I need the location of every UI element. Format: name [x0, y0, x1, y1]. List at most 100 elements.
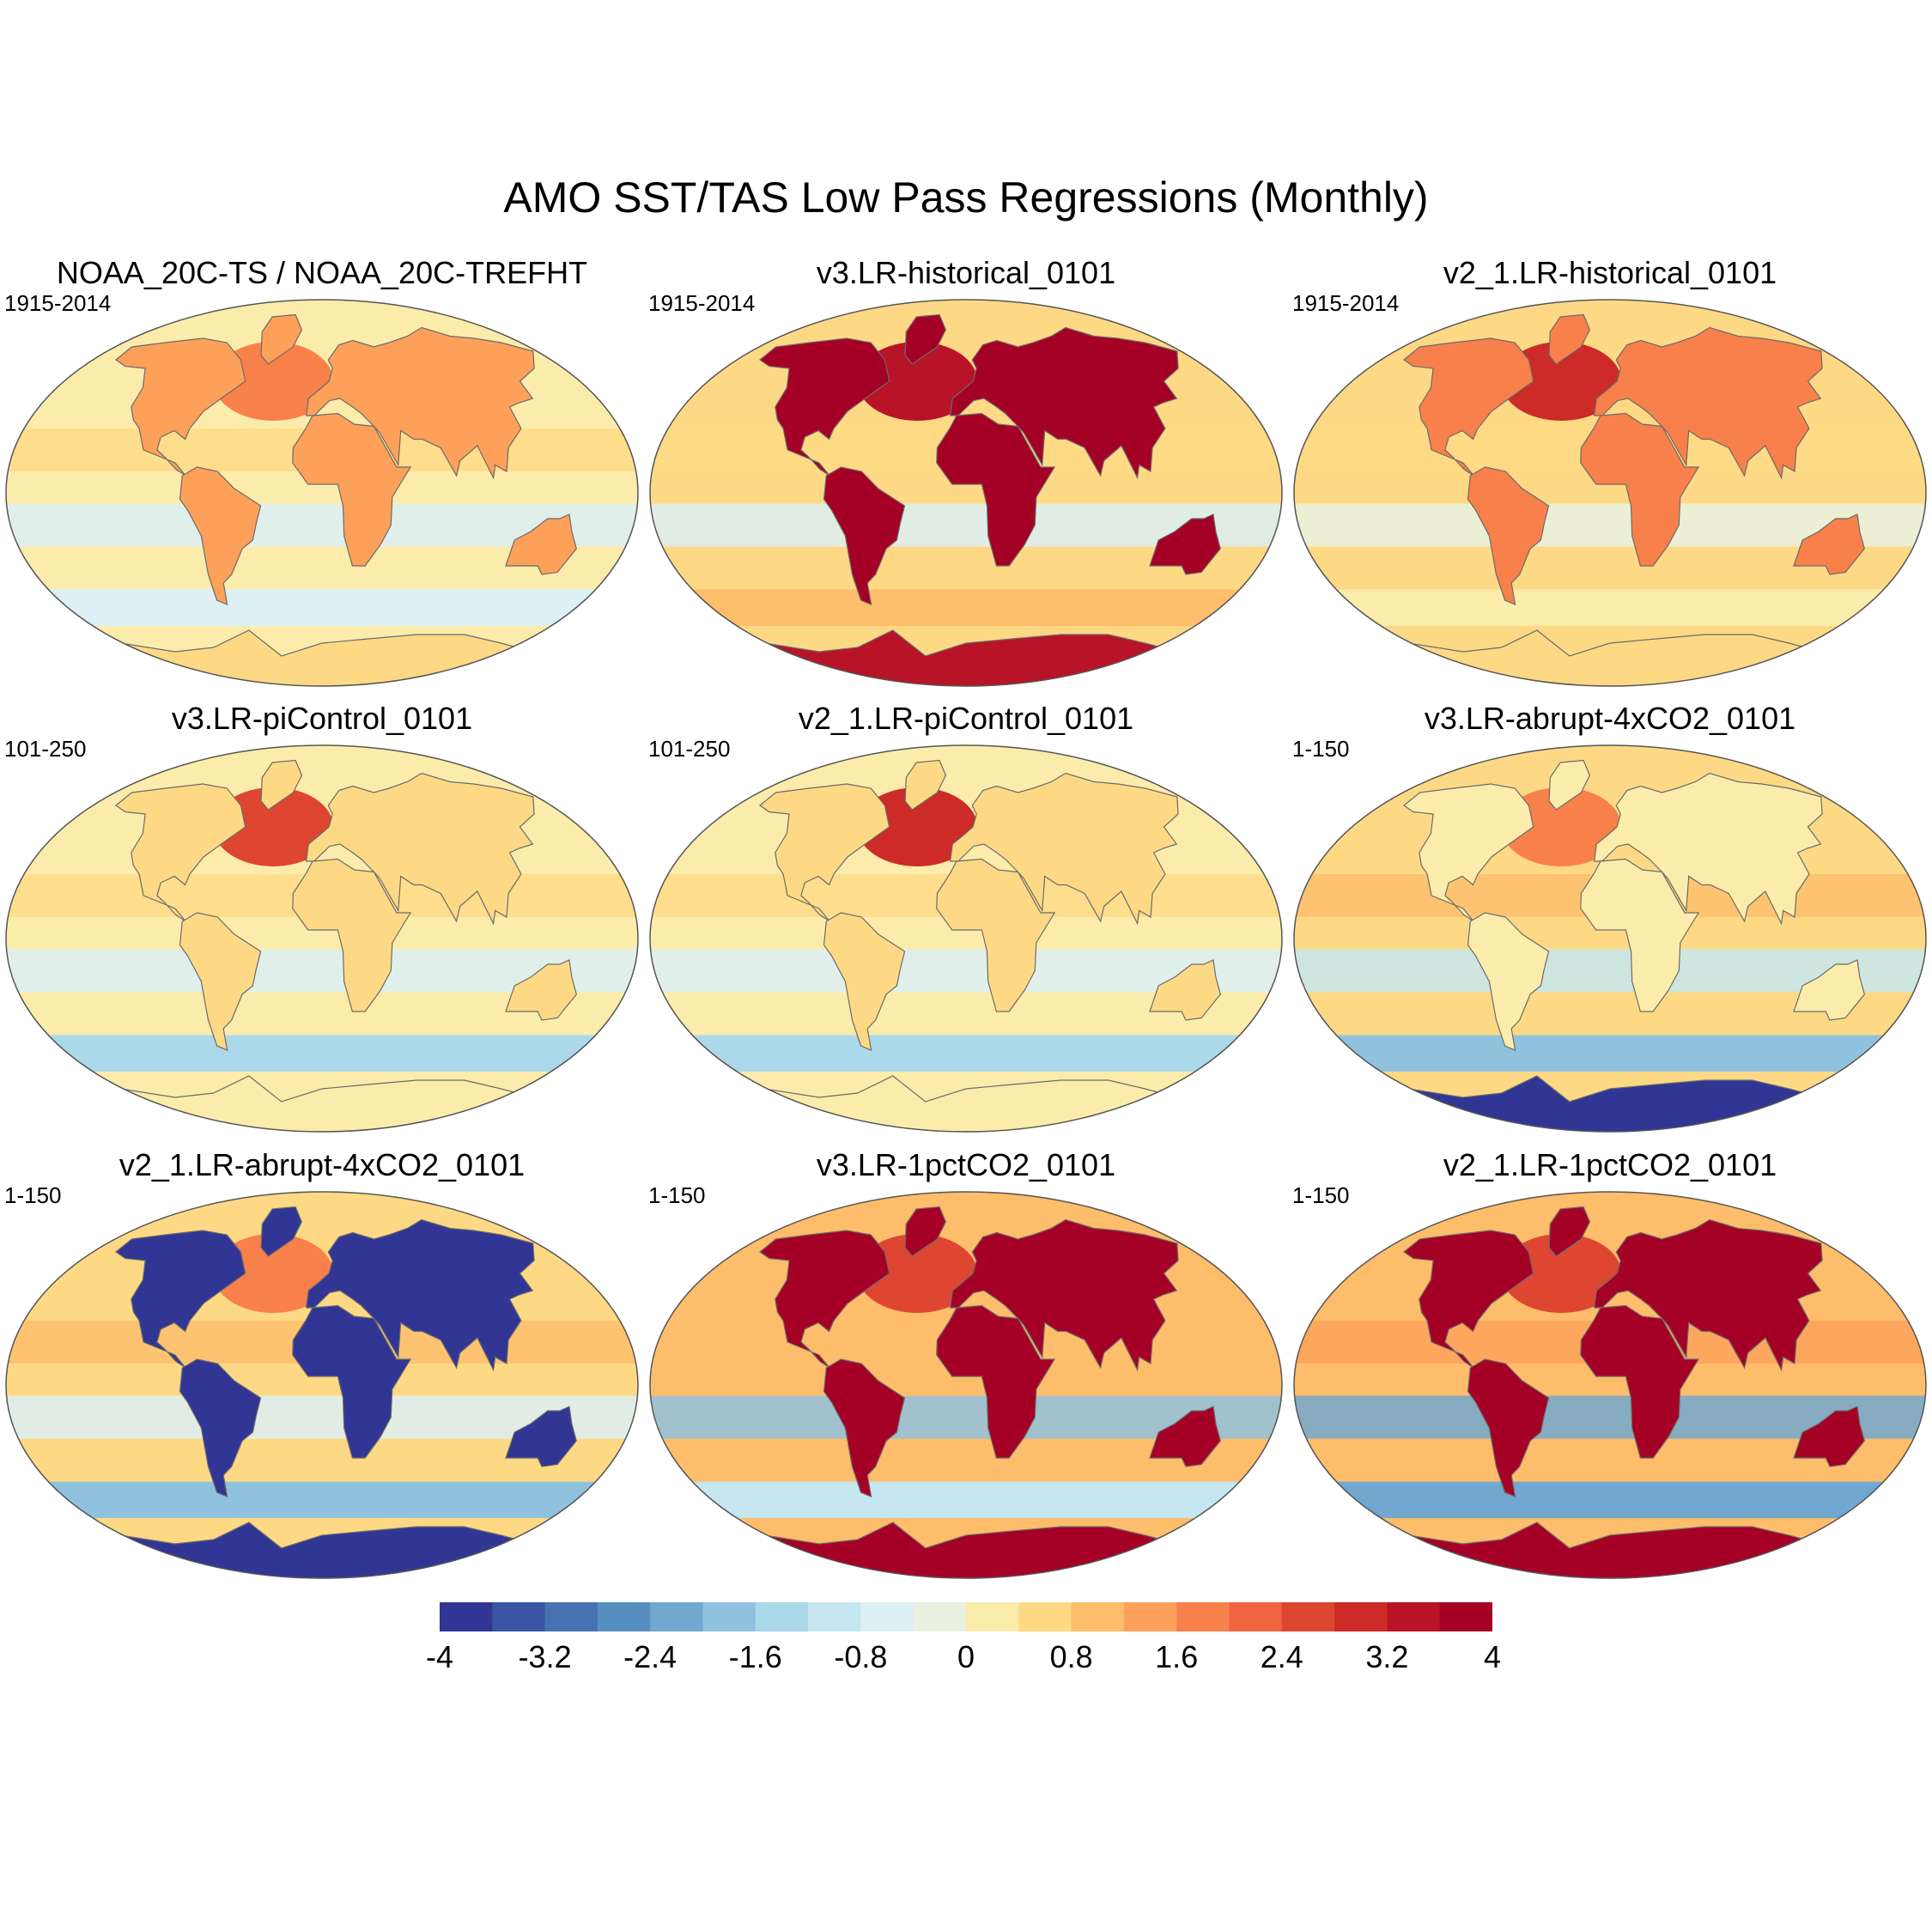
- colorbar-box: [650, 1602, 703, 1631]
- north-america-land: [759, 337, 890, 477]
- greenland-land: [1548, 759, 1591, 811]
- southern-ocean-band: [650, 1035, 1282, 1072]
- ocean-field: [1294, 300, 1926, 686]
- panel-period: 101-250: [648, 736, 731, 762]
- greenland-land: [260, 1206, 303, 1257]
- north-atlantic-anomaly: [857, 787, 978, 866]
- north-atlantic-anomaly: [213, 787, 334, 866]
- north-atlantic-anomaly: [857, 1234, 978, 1313]
- map-panel: v3.LR-piControl_0101 101-250: [4, 700, 640, 1133]
- colorbar-box: [1176, 1602, 1230, 1631]
- map-outline: [5, 299, 639, 687]
- north-america-land: [759, 783, 890, 922]
- ocean-field: [650, 745, 1282, 1132]
- map-panel: v2_1.LR-1pctCO2_0101 1-150: [1292, 1146, 1928, 1579]
- north-america-land: [115, 337, 246, 477]
- ocean-field: [1294, 745, 1926, 1132]
- map-outline: [1293, 744, 1927, 1133]
- colorbar-box: [1334, 1602, 1388, 1631]
- eurasia-land: [305, 1218, 535, 1372]
- map-outline: [1293, 299, 1927, 687]
- map-outline: [5, 744, 639, 1133]
- australia-land: [1149, 959, 1221, 1021]
- ocean-field: [6, 1192, 638, 1578]
- southern-ocean-band: [650, 1481, 1282, 1518]
- australia-land: [1793, 1406, 1865, 1467]
- panel-period: 1915-2014: [4, 290, 112, 316]
- panel-period: 1-150: [1292, 736, 1350, 762]
- australia-land: [505, 513, 577, 575]
- colorbar-tick-label: 2.4: [1260, 1639, 1303, 1674]
- africa-land: [292, 858, 412, 1012]
- regression-map: [1293, 1191, 1927, 1579]
- africa-land: [1580, 858, 1700, 1012]
- south-america-land: [1467, 912, 1550, 1051]
- map-panel: v2_1.LR-piControl_0101 101-250: [648, 700, 1284, 1133]
- colorbar-tick-label: 4: [1483, 1639, 1502, 1674]
- panel-period: 1-150: [648, 1182, 706, 1208]
- south-america-land: [179, 466, 262, 605]
- australia-land: [505, 1406, 577, 1467]
- panel-title: v3.LR-piControl_0101: [171, 701, 473, 736]
- southern-ocean-band: [650, 589, 1282, 626]
- southern-ocean-band: [1294, 589, 1926, 626]
- greenland-land: [1548, 313, 1591, 365]
- map-outline: [649, 1191, 1283, 1579]
- greenland-land: [260, 759, 303, 811]
- regression-map: [5, 299, 639, 687]
- panel-period: 1-150: [1292, 1182, 1350, 1208]
- map-outline: [649, 744, 1283, 1133]
- southern-ocean-band: [1294, 1035, 1926, 1072]
- colorbar-box: [440, 1602, 493, 1631]
- north-america-land: [759, 1230, 890, 1369]
- panel-period: 101-250: [4, 736, 87, 762]
- africa-land: [936, 412, 1056, 567]
- north-atlantic-anomaly: [213, 342, 334, 421]
- colorbar-box: [1387, 1602, 1441, 1631]
- map-panel: NOAA_20C-TS / NOAA_20C-TREFHT 1915-2014: [4, 254, 640, 687]
- southern-ocean-band: [6, 589, 638, 626]
- colorbar-box: [597, 1602, 651, 1631]
- panel-title: v3.LR-1pctCO2_0101: [816, 1147, 1116, 1182]
- south-america-land: [179, 912, 262, 1051]
- africa-land: [1580, 412, 1700, 567]
- australia-land: [1149, 513, 1221, 575]
- panel-period: 1915-2014: [648, 290, 756, 316]
- regression-map: [649, 299, 1283, 687]
- greenland-land: [904, 313, 947, 365]
- southern-ocean-band: [1294, 1481, 1926, 1518]
- colorbar-box: [1229, 1602, 1283, 1631]
- regression-map: [1293, 744, 1927, 1133]
- ocean-field: [6, 745, 638, 1132]
- colorbar-tick-label: 0: [957, 1639, 975, 1674]
- south-america-land: [823, 1358, 906, 1498]
- map-panel: v3.LR-abrupt-4xCO2_0101 1-150: [1292, 700, 1928, 1133]
- eurasia-land: [305, 326, 535, 480]
- panel-title: v2_1.LR-piControl_0101: [798, 701, 1134, 736]
- north-atlantic-anomaly: [1501, 787, 1622, 866]
- panel-title: v2_1.LR-historical_0101: [1443, 255, 1777, 290]
- map-panel: v3.LR-historical_0101 1915-2014: [648, 254, 1284, 687]
- north-america-land: [115, 783, 246, 922]
- panel-period: 1-150: [4, 1182, 62, 1208]
- colorbar-tick-label: -4: [425, 1639, 454, 1674]
- colorbar-box: [1018, 1602, 1072, 1631]
- africa-land: [292, 412, 412, 567]
- south-america-land: [179, 1358, 262, 1498]
- colorbar-tick-label: 3.2: [1365, 1639, 1409, 1674]
- colorbar-box: [1123, 1602, 1177, 1631]
- southern-ocean-band: [6, 1481, 638, 1518]
- ocean-field: [1294, 1192, 1926, 1578]
- colorbar: [440, 1602, 1492, 1631]
- panel-title: NOAA_20C-TS / NOAA_20C-TREFHT: [56, 255, 588, 290]
- map-panel: v2_1.LR-historical_0101 1915-2014: [1292, 254, 1928, 687]
- eurasia-land: [1593, 326, 1823, 480]
- colorbar-box: [913, 1602, 967, 1631]
- panel-title: v2_1.LR-1pctCO2_0101: [1443, 1147, 1777, 1182]
- australia-land: [505, 959, 577, 1021]
- regression-map: [649, 1191, 1283, 1579]
- south-america-land: [823, 912, 906, 1051]
- australia-land: [1149, 1406, 1221, 1467]
- colorbar-box: [492, 1602, 546, 1631]
- colorbar-box: [1281, 1602, 1335, 1631]
